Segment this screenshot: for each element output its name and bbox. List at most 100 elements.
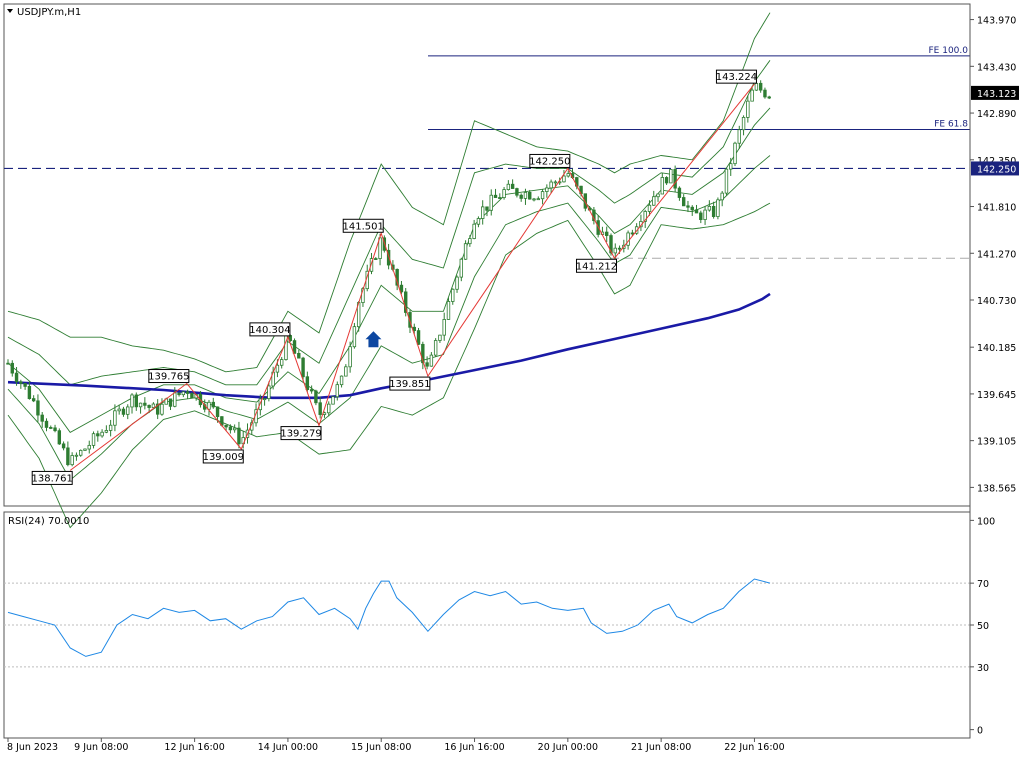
candle-body <box>643 211 647 222</box>
candle-body <box>626 232 630 246</box>
candle-body <box>14 372 19 383</box>
y-tick-label: 142.890 <box>977 109 1016 120</box>
candle-body <box>737 129 741 144</box>
zigzag-label-box <box>249 322 291 337</box>
candle-body <box>425 362 429 367</box>
candle-body <box>318 402 322 415</box>
candle-body <box>215 406 220 418</box>
zigzag-label-box <box>529 153 571 168</box>
rsi-line <box>7 578 771 657</box>
candle-body <box>267 385 271 400</box>
candle-body <box>694 209 699 214</box>
candle-body <box>40 414 44 422</box>
candle-body <box>472 223 476 239</box>
candle-body <box>506 183 511 190</box>
x-tick-label: 9 Jun 08:00 <box>74 742 128 753</box>
candle-body <box>113 410 117 426</box>
candle-body <box>151 403 156 408</box>
candle-body <box>104 430 109 433</box>
candle-body <box>181 391 186 396</box>
x-tick-label: 21 Jun 08:00 <box>631 742 691 753</box>
zigzag-label: 139.851 <box>389 379 430 390</box>
x-tick-label: 22 Jun 16:00 <box>724 742 784 753</box>
zigzag-label: 141.212 <box>576 261 617 272</box>
candle-body <box>421 343 425 364</box>
candle-body <box>664 177 669 184</box>
candle-body <box>754 82 759 91</box>
moving-average <box>7 292 771 400</box>
candle-body <box>724 168 729 194</box>
candle-body <box>27 385 32 399</box>
candle-body <box>549 181 553 189</box>
candle-body <box>523 191 528 199</box>
candle-body <box>207 401 211 410</box>
candle-body <box>117 408 121 412</box>
candle-body <box>750 89 754 102</box>
reference-lines <box>4 55 970 259</box>
candle-body <box>327 403 331 414</box>
candle-body <box>168 398 173 407</box>
candle-body <box>79 449 83 456</box>
zigzag-label: 139.009 <box>203 452 244 463</box>
candle-body <box>331 396 335 405</box>
axes: 143.970 143.430 142.890 142.350 141.810 141.2… <box>7 4 1019 753</box>
candle-body <box>510 183 515 189</box>
candle-body <box>173 392 177 407</box>
candle-body <box>540 191 545 200</box>
candle-body <box>275 364 280 373</box>
candle-body <box>61 443 66 449</box>
candle-body <box>480 206 485 219</box>
candle-body <box>66 447 70 466</box>
candle-body <box>711 205 716 217</box>
candle-body <box>292 340 297 354</box>
rsi <box>4 578 970 668</box>
candle-body <box>545 187 549 192</box>
bollinger-middle <box>7 107 771 433</box>
candle-body <box>404 291 408 313</box>
symbol-label: USDJPY.m,H1 <box>17 7 81 18</box>
rsi-label: RSI(24) 70.0010 <box>8 516 89 527</box>
price-badge <box>971 85 1019 100</box>
candle-body <box>690 206 694 211</box>
x-tick-label: 14 Jun 00:00 <box>258 742 318 753</box>
candle-body <box>143 402 147 406</box>
candle-body <box>177 392 181 396</box>
candle-body <box>498 197 502 199</box>
zigzag-label-box <box>342 218 384 233</box>
caret-down-icon[interactable] <box>7 9 13 13</box>
candle-body <box>673 169 677 189</box>
candle-body <box>669 169 673 184</box>
labels: USDJPY.m,H1 FE 100.0 FE 61.8 138.761 139.765… <box>7 7 968 527</box>
candle-body <box>309 389 314 392</box>
candle-body <box>438 334 442 341</box>
candle-body <box>416 330 421 345</box>
candle-body <box>493 194 498 198</box>
candle-body <box>451 288 455 302</box>
candle-body <box>733 142 737 165</box>
candle-body <box>352 326 357 348</box>
zigzag-label-box <box>202 449 244 464</box>
candle-body <box>703 209 707 220</box>
candle-body <box>314 390 318 404</box>
candle-body <box>301 357 305 378</box>
candle-body <box>707 205 712 211</box>
candle-body <box>446 301 451 320</box>
zigzag-label: 143.224 <box>716 72 757 83</box>
candle-body <box>716 199 720 217</box>
candle-body <box>758 82 763 91</box>
fibo-label: FE 100.0 <box>929 46 969 56</box>
candle-body <box>49 427 53 429</box>
candle-body <box>485 206 489 211</box>
candle-body <box>399 284 404 293</box>
rsi-tick-label: 0 <box>977 726 983 737</box>
candle-body <box>741 116 746 131</box>
candle-body <box>763 89 767 98</box>
candle-body <box>155 403 160 415</box>
zigzag-label: 140.304 <box>249 325 290 336</box>
candle-body <box>562 175 566 183</box>
x-tick-label: 16 Jun 16:00 <box>444 742 504 753</box>
candle-body <box>87 444 91 450</box>
candle-body <box>566 173 570 177</box>
candle-body <box>463 243 468 260</box>
x-tick-label: 20 Jun 00:00 <box>538 742 598 753</box>
